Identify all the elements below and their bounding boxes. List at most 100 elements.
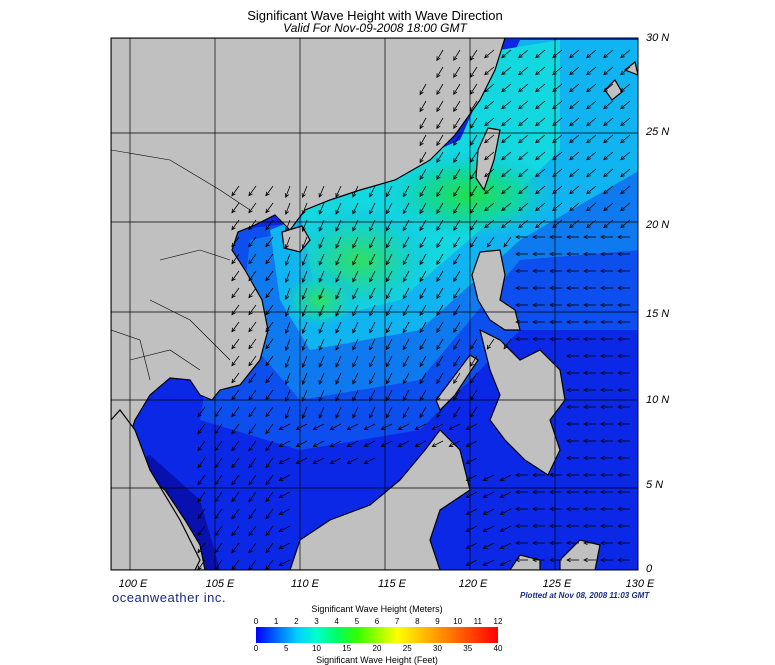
wave-arrow-head xyxy=(603,53,608,59)
wave-arrow-head xyxy=(532,268,537,274)
wave-arrow-head xyxy=(501,223,506,229)
wave-arrow xyxy=(279,491,291,498)
wave-arrow-head xyxy=(335,328,340,334)
wave-arrow xyxy=(265,474,274,485)
wave-arrow-head xyxy=(566,489,571,495)
wave-arrow xyxy=(419,372,427,384)
wave-arrow xyxy=(402,355,410,367)
lon-label-130e: 130 E xyxy=(625,578,655,590)
wave-arrow xyxy=(330,457,342,464)
wave-arrow-head xyxy=(386,260,390,266)
wave-arrow-head xyxy=(419,328,424,334)
wave-arrow-head xyxy=(453,277,458,282)
wave-arrow-head xyxy=(583,285,588,291)
wave-arrow xyxy=(285,355,291,368)
wave-arrow xyxy=(586,83,597,92)
wave-arrow-head xyxy=(414,425,420,430)
wave-arrow-head xyxy=(402,345,407,351)
wave-arrow xyxy=(603,134,614,143)
wave-arrow-head xyxy=(515,506,520,512)
wave-arrow-head xyxy=(335,277,340,283)
wave-arrow-head xyxy=(535,87,540,93)
wave-arrow xyxy=(466,542,478,549)
wave-arrow-head xyxy=(465,544,471,549)
wave-arrow xyxy=(436,151,444,163)
wave-arrow xyxy=(386,338,393,350)
wave-arrow-head xyxy=(197,514,202,520)
wave-arrow xyxy=(586,168,597,177)
wave-arrow-head xyxy=(265,548,270,554)
wave-arrow xyxy=(231,253,240,264)
wave-arrow-head xyxy=(549,319,554,325)
wave-arrow-head xyxy=(419,226,424,232)
wave-arrow xyxy=(470,168,478,180)
wave-arrow-head xyxy=(586,104,591,110)
wave-arrow xyxy=(265,287,274,298)
wave-arrow-head xyxy=(380,425,386,430)
wave-arrow xyxy=(231,355,240,366)
wave-arrow xyxy=(518,49,529,58)
wave-arrow-head xyxy=(484,138,489,144)
wave-arrow xyxy=(231,236,240,247)
wave-arrow-head xyxy=(214,429,219,435)
wave-arrow-head xyxy=(583,540,588,546)
wave-arrow-head xyxy=(569,87,574,93)
wave-arrow-head xyxy=(436,158,441,164)
wave-arrow xyxy=(432,440,444,447)
wave-arrow xyxy=(248,474,257,485)
wave-arrow-head xyxy=(620,172,625,178)
wave-arrow xyxy=(500,508,512,515)
wave-arrow-head xyxy=(248,480,253,486)
wave-arrow xyxy=(419,236,427,248)
wave-arrow-head xyxy=(453,124,458,129)
wave-arrow xyxy=(285,236,291,249)
plotted-timestamp: Plotted at Nov 08, 2008 11:03 GMT xyxy=(520,591,650,600)
wave-arrow xyxy=(436,66,444,78)
wave-arrow-head xyxy=(214,412,219,418)
wave-arrow-head xyxy=(453,379,458,384)
wave-arrow-head xyxy=(600,404,605,410)
wave-arrow-head xyxy=(318,278,323,283)
wave-arrow-head xyxy=(583,506,588,512)
wave-arrow-head xyxy=(248,395,253,401)
wave-arrow-head xyxy=(248,225,253,231)
wave-arrow xyxy=(503,338,512,350)
wave-arrow xyxy=(569,134,580,143)
wave-arrow-head xyxy=(386,209,390,215)
wave-arrow-head xyxy=(503,242,508,248)
wave-arrow xyxy=(419,83,427,95)
wave-arrow-head xyxy=(552,155,557,161)
wave-arrow xyxy=(231,287,240,298)
wave-arrow-head xyxy=(484,223,489,229)
wave-arrow xyxy=(470,338,478,350)
wave-arrow-head xyxy=(470,56,475,61)
wave-arrow xyxy=(470,100,478,112)
wave-arrow xyxy=(503,236,512,248)
wave-arrow xyxy=(501,168,512,177)
wave-arrow-head xyxy=(549,557,554,563)
wave-arrow xyxy=(381,423,393,430)
wave-arrow xyxy=(436,83,444,95)
wave-arrow-head xyxy=(569,53,574,59)
wave-arrow-head xyxy=(248,531,253,537)
wave-arrow xyxy=(436,168,444,180)
wave-arrow xyxy=(453,253,461,265)
wave-arrow-head xyxy=(380,442,386,447)
wave-arrow-head xyxy=(453,90,458,95)
wave-arrow xyxy=(436,117,444,129)
wave-arrow xyxy=(302,219,308,232)
wave-arrow-head xyxy=(583,370,588,376)
wave-arrow xyxy=(453,389,461,401)
wave-arrow xyxy=(586,66,597,75)
wave-arrow-head xyxy=(499,561,505,566)
wave-arrow-head xyxy=(484,87,489,93)
wave-arrow-head xyxy=(470,209,475,214)
wave-arrow xyxy=(318,185,325,198)
wave-arrow-head xyxy=(501,104,506,110)
wave-arrow-head xyxy=(295,459,301,464)
wave-arrow-head xyxy=(535,53,540,59)
wave-arrow-head xyxy=(515,489,520,495)
wave-arrow-head xyxy=(453,243,458,248)
wave-arrow xyxy=(214,559,223,570)
map-subtitle: Valid For Nov-09-2008 18:00 GMT xyxy=(283,21,467,35)
